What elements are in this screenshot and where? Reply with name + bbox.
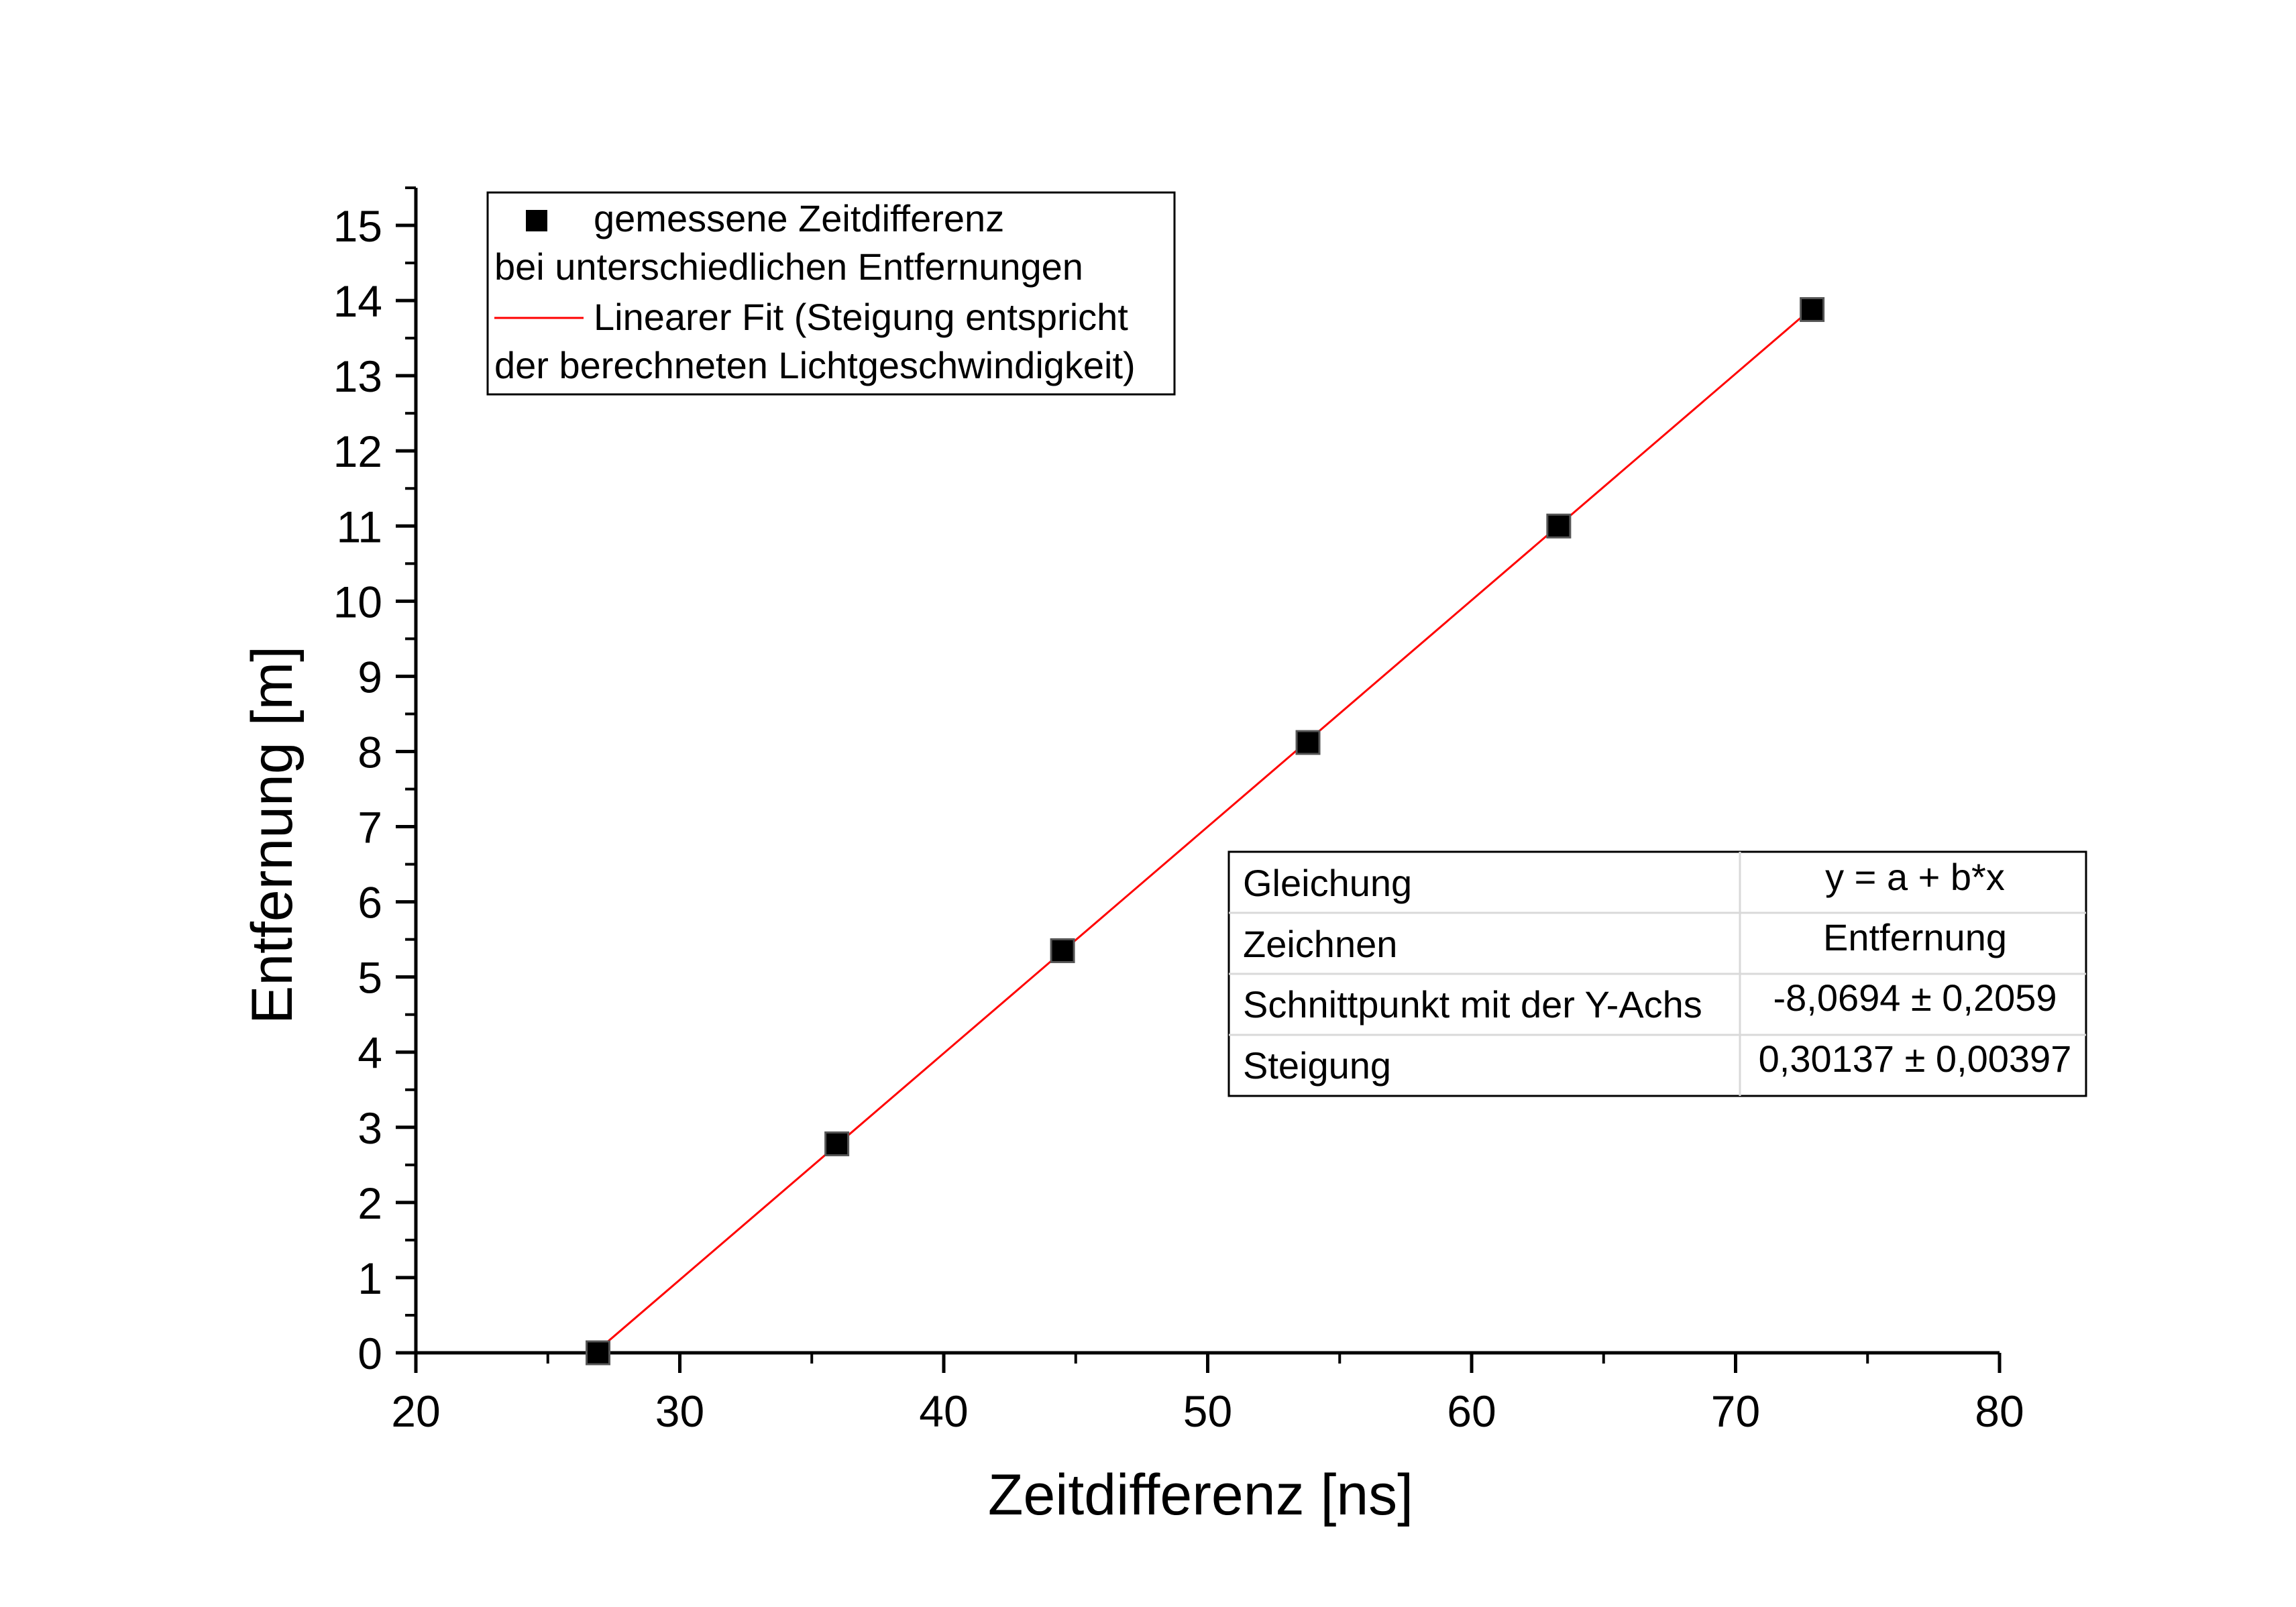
y-tick-label: 2 bbox=[358, 1178, 382, 1228]
data-point bbox=[824, 1131, 850, 1156]
y-tick-label: 5 bbox=[358, 953, 382, 1003]
plot-area bbox=[586, 297, 1825, 1366]
data-point bbox=[1295, 730, 1321, 755]
y-tick-label: 14 bbox=[333, 276, 382, 326]
y-tick-label: 12 bbox=[333, 427, 382, 476]
x-tick-label: 20 bbox=[391, 1386, 440, 1436]
y-axis-label: Entfernung [m] bbox=[240, 646, 305, 1024]
y-tick-label: 0 bbox=[358, 1329, 382, 1378]
fit-table-label-steigung: Steigung bbox=[1243, 1044, 1391, 1087]
legend-frame bbox=[486, 191, 1176, 396]
y-tick-label: 9 bbox=[358, 652, 382, 702]
fit-table-value-steigung: 0,30137 ± 0,00397 bbox=[1759, 1038, 2072, 1080]
y-tick-label: 10 bbox=[333, 577, 382, 626]
x-tick-label: 50 bbox=[1183, 1386, 1232, 1436]
x-tick-label: 40 bbox=[919, 1386, 968, 1436]
x-tick-label: 70 bbox=[1711, 1386, 1760, 1436]
data-point bbox=[1546, 513, 1572, 539]
fit-table-value-gleichung: y = a + b*x bbox=[1825, 856, 2005, 898]
legend: gemessene Zeitdifferenz bei unterschiedl… bbox=[486, 191, 1176, 396]
data-point bbox=[1800, 297, 1825, 323]
y-tick-label: 1 bbox=[358, 1254, 382, 1303]
fit-table-label-gleichung: Gleichung bbox=[1243, 862, 1412, 904]
y-tick-label: 7 bbox=[358, 803, 382, 852]
fit-table-value-intercept: -8,0694 ± 0,2059 bbox=[1773, 977, 2057, 1019]
x-axis-label: Zeitdifferenz [ns] bbox=[988, 1463, 1413, 1527]
fit-line bbox=[600, 307, 1813, 1349]
fit-results-table: Gleichung y = a + b*x Zeichnen Entfernun… bbox=[1227, 850, 2087, 1097]
fit-table-label-intercept: Schnittpunkt mit der Y-Achs bbox=[1243, 983, 1702, 1026]
x-tick-label: 80 bbox=[1975, 1386, 2024, 1436]
legend-marker-square bbox=[526, 210, 547, 231]
y-tick-label: 3 bbox=[358, 1103, 382, 1153]
fit-table-label-zeichnen: Zeichnen bbox=[1243, 923, 1397, 965]
x-tick-label: 30 bbox=[655, 1386, 704, 1436]
legend-entry-fit-line2: der berechneten Lichtgeschwindigkeit) bbox=[494, 344, 1136, 386]
legend-entry-scatter-line1: gemessene Zeitdifferenz bbox=[594, 197, 1004, 239]
x-tick-label: 60 bbox=[1447, 1386, 1496, 1436]
y-tick-label: 8 bbox=[358, 727, 382, 777]
y-tick-label: 15 bbox=[333, 201, 382, 251]
data-point bbox=[1050, 938, 1075, 963]
fit-table-value-zeichnen: Entfernung bbox=[1823, 916, 2007, 958]
y-tick-label: 13 bbox=[333, 351, 382, 401]
legend-entry-fit-line1: Linearer Fit (Steigung entspricht bbox=[594, 296, 1128, 338]
y-tick-label: 4 bbox=[358, 1028, 382, 1078]
legend-entry-scatter-line2: bei unterschiedlichen Entfernungen bbox=[494, 245, 1083, 288]
data-point bbox=[586, 1340, 611, 1366]
y-tick-label: 6 bbox=[358, 878, 382, 928]
y-tick-label: 11 bbox=[336, 502, 382, 551]
x-ticks: 20 30 40 50 60 70 80 bbox=[391, 1353, 2024, 1436]
